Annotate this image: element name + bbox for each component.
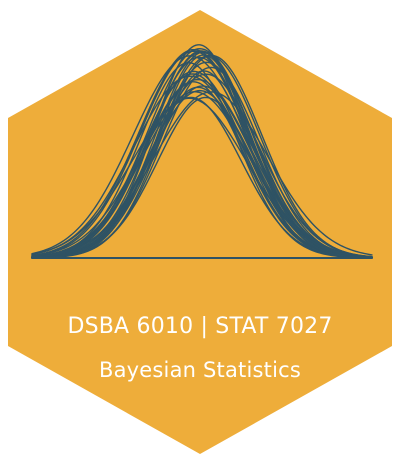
bell-curve-line: [31, 48, 373, 258]
bell-curve-line: [31, 81, 373, 259]
course-title-text: Bayesian Statistics: [99, 358, 301, 382]
hexagon-background: [8, 10, 392, 454]
bell-curve-line: [31, 54, 373, 259]
bell-curve-line: [31, 78, 373, 258]
course-code-text: DSBA 6010 | STAT 7027: [67, 314, 332, 339]
bell-curve-line: [31, 96, 373, 259]
bell-curve-line: [31, 56, 373, 259]
bell-curve-line: [31, 62, 373, 259]
bell-curve-line: [31, 73, 373, 258]
bell-curves-emblem: [31, 44, 373, 259]
